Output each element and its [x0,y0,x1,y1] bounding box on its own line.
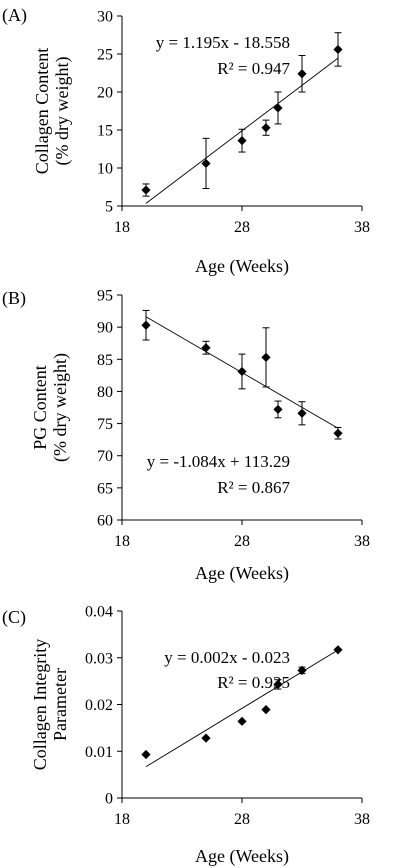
trend-line [145,649,339,768]
y-tick-label: 25 [97,47,113,64]
data-point [141,320,151,330]
x-tick-label: 38 [354,811,370,828]
r-squared: R² = 0.935 [217,673,290,692]
regression-equation: y = -1.084x + 113.29 [147,452,290,471]
data-point [141,749,151,760]
regression-equation: y = 1.195x - 18.558 [156,33,290,52]
data-point [261,123,271,133]
chart-panel-2: (B) 60 65 70 75 80 85 90 95 18 28 38 Age (Weeks) PG C… [2,288,370,585]
chart-panel-1: (A) 5 10 15 20 25 30 18 28 38 Age (Weeks) Collagen … [2,5,370,277]
y-tick-label: 65 [97,480,113,497]
y-tick-label: 15 [97,123,113,140]
x-axis-title: Age (Weeks) [195,256,289,277]
data-point [261,705,271,715]
x-tick-label: 38 [354,533,370,550]
x-tick-label: 28 [234,533,250,550]
data-point [237,366,247,377]
data-point [237,716,247,726]
data-point [297,408,307,418]
x-axis-title: Age (Weeks) [195,563,289,584]
data-point [333,645,343,655]
y-tick-label: 80 [97,384,113,401]
y-tick-label: 75 [97,416,113,433]
y-tick-label: 0.01 [85,744,113,761]
y-tick-label: 0.03 [85,650,113,667]
y-tick-label: 0 [105,791,113,808]
data-point [201,158,211,169]
y-axis-title-line: Parameter [50,668,70,741]
data-point [333,428,343,438]
r-squared: R² = 0.947 [217,59,290,78]
chart-panel-3: (C) 0 0.01 0.02 0.03 0.04 18 28 38 Age (Weeks) Col… [2,604,370,868]
y-tick-label: 20 [97,85,113,102]
regression-equation: y = 0.002x - 0.023 [164,648,290,667]
y-tick-label: 0.02 [85,697,113,714]
data-point [273,103,283,113]
y-tick-label: 5 [105,199,113,216]
y-axis-title-line: (% dry weight) [50,353,71,462]
y-tick-label: 95 [97,288,113,305]
data-point [297,665,307,675]
y-tick-label: 0.04 [85,604,113,621]
x-tick-label: 38 [354,219,370,236]
y-tick-label: 30 [97,9,113,26]
data-point [297,69,307,79]
y-tick-label: 85 [97,352,113,369]
data-point [141,185,151,195]
x-tick-label: 18 [114,219,130,236]
data-point [273,404,283,415]
data-point [201,733,211,743]
y-axis-title-line: Collagen Content [32,48,52,174]
y-tick-label: 60 [97,513,113,530]
data-point [237,136,247,146]
y-tick-label: 70 [97,448,113,465]
data-point [333,44,343,55]
data-point [273,679,283,689]
x-tick-label: 18 [114,533,130,550]
r-squared: R² = 0.867 [217,478,290,497]
data-point [201,343,211,353]
x-tick-label: 18 [114,811,130,828]
data-point [261,352,271,362]
y-tick-label: 10 [97,161,113,178]
panel-label: (B) [2,288,26,309]
y-axis-title-line: (% dry weight) [52,57,73,166]
panel-label: (A) [2,5,27,26]
y-axis-title-line: PG Content [30,365,50,450]
panel-label: (C) [2,607,26,628]
y-axis-title-line: Collagen Integrity [30,639,50,770]
x-axis-title: Age (Weeks) [195,846,289,867]
x-tick-label: 28 [234,219,250,236]
x-tick-label: 28 [234,811,250,828]
y-tick-label: 90 [97,320,113,337]
